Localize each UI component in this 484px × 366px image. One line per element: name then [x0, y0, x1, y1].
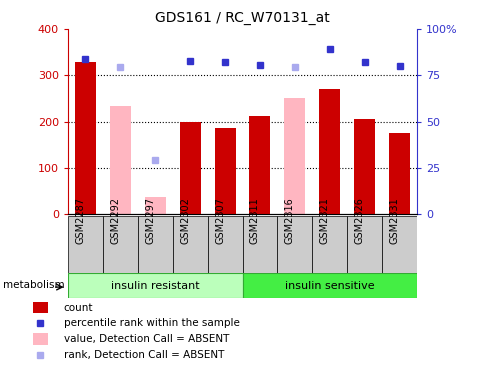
Text: GSM2297: GSM2297	[145, 197, 155, 244]
Bar	[312, 216, 347, 273]
Bar	[68, 273, 242, 298]
Text: rank, Detection Call = ABSENT: rank, Detection Call = ABSENT	[63, 350, 224, 360]
Text: metabolism: metabolism	[3, 280, 65, 290]
Bar	[33, 302, 48, 313]
Text: GSM2292: GSM2292	[110, 197, 120, 244]
Bar	[388, 133, 409, 214]
Bar	[144, 197, 166, 214]
Bar	[33, 333, 48, 345]
Bar	[137, 216, 172, 273]
Bar	[207, 216, 242, 273]
Text: insulin sensitive: insulin sensitive	[285, 281, 374, 291]
Bar	[284, 98, 305, 214]
Bar	[68, 216, 103, 273]
Bar	[172, 216, 207, 273]
Text: GSM2321: GSM2321	[319, 197, 329, 244]
Text: value, Detection Call = ABSENT: value, Detection Call = ABSENT	[63, 334, 228, 344]
Bar	[103, 216, 137, 273]
Bar	[353, 119, 375, 214]
Bar	[109, 105, 131, 214]
Text: percentile rank within the sample: percentile rank within the sample	[63, 318, 239, 328]
Bar	[214, 128, 235, 214]
Bar	[381, 216, 416, 273]
Bar	[318, 89, 340, 214]
Text: GSM2307: GSM2307	[214, 197, 225, 244]
Text: GSM2326: GSM2326	[354, 197, 364, 244]
Title: GDS161 / RC_W70131_at: GDS161 / RC_W70131_at	[155, 11, 329, 26]
Bar	[75, 61, 96, 214]
Text: count: count	[63, 303, 93, 313]
Bar	[347, 216, 381, 273]
Bar	[249, 116, 270, 214]
Text: GSM2287: GSM2287	[75, 197, 85, 244]
Bar	[242, 273, 416, 298]
Text: GSM2331: GSM2331	[389, 197, 399, 244]
Text: GSM2302: GSM2302	[180, 197, 190, 244]
Bar	[179, 122, 200, 214]
Bar	[277, 216, 312, 273]
Bar	[242, 216, 277, 273]
Text: GSM2311: GSM2311	[249, 197, 259, 244]
Text: GSM2316: GSM2316	[284, 197, 294, 244]
Text: insulin resistant: insulin resistant	[111, 281, 199, 291]
